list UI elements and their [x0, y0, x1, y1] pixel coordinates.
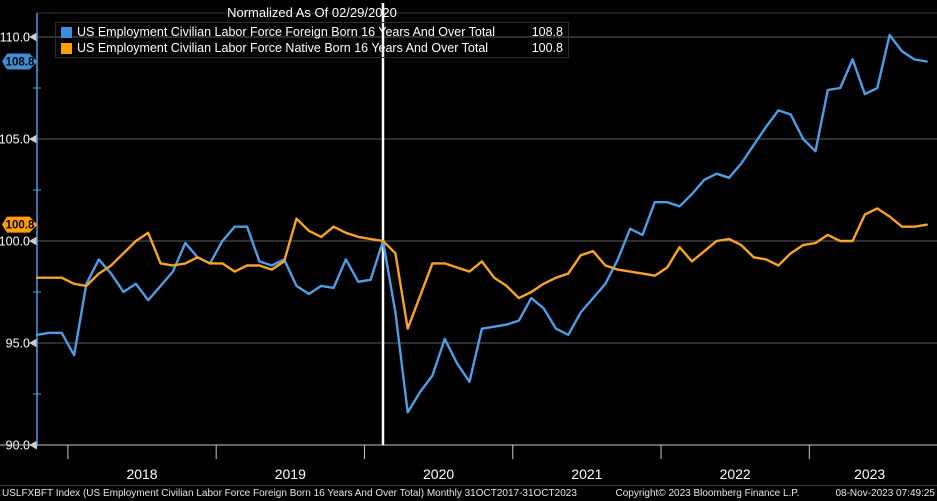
- y-tick-label: 105.0: [0, 133, 30, 147]
- badge-value: 100.8: [6, 220, 35, 232]
- y-tick-arrow-icon: [29, 134, 37, 144]
- foreign-born-last-value-badge: [2, 53, 38, 70]
- native-born-swatch-icon: [61, 42, 72, 54]
- legend-value: 108.8: [531, 25, 563, 39]
- legend-label: US Employment Civilian Labor Force Forei…: [77, 25, 496, 39]
- y-tick-arrow-icon: [29, 338, 37, 348]
- x-year-label: 2021: [571, 466, 602, 482]
- y-tick-label: 95.0: [6, 337, 30, 351]
- legend-box: US Employment Civilian Labor Force Forei…: [55, 22, 569, 58]
- y-tick-arrow-icon: [29, 32, 37, 42]
- timestamp: 08-Nov-2023 07:49:25: [835, 488, 935, 499]
- legend-item-native-born[interactable]: US Employment Civilian Labor Force Nativ…: [61, 40, 563, 56]
- badge-value: 108.8: [6, 56, 35, 68]
- copyright-text: Copyright© 2023 Bloomberg Finance L.P.: [615, 488, 800, 499]
- foreign-born-swatch-icon: [61, 26, 72, 38]
- legend-label: US Employment Civilian Labor Force Nativ…: [77, 41, 489, 55]
- y-tick-arrow-icon: [29, 236, 37, 246]
- legend-value: 100.8: [531, 41, 563, 55]
- native-born-last-value-badge: [2, 216, 38, 233]
- series-line-foreign-born: [35, 33, 928, 414]
- y-tick-label: 110.0: [0, 31, 30, 45]
- status-bar: USLFXBFT Index (US Employment Civilian L…: [0, 485, 937, 501]
- x-year-label: 2022: [720, 466, 751, 482]
- x-year-label: 2019: [275, 466, 306, 482]
- series-line-native-born: [35, 207, 928, 330]
- x-year-label: 2020: [423, 466, 454, 482]
- legend: Normalized As Of 02/29/2020 US Employmen…: [55, 3, 569, 58]
- ticker-description: USLFXBFT Index (US Employment Civilian L…: [2, 488, 577, 499]
- chart-title: Normalized As Of 02/29/2020: [227, 5, 397, 20]
- x-year-label: 2018: [126, 466, 157, 482]
- legend-item-foreign-born[interactable]: US Employment Civilian Labor Force Forei…: [61, 24, 563, 40]
- y-tick-label: 100.0: [0, 235, 30, 249]
- x-year-label: 2023: [854, 466, 885, 482]
